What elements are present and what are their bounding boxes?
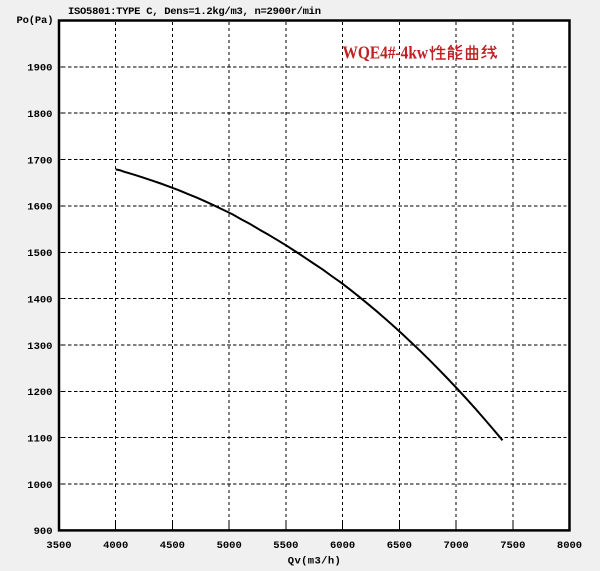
svg-text:4500: 4500 bbox=[160, 540, 185, 552]
svg-text:7000: 7000 bbox=[443, 540, 468, 552]
svg-text:WQE4#-4kw: WQE4#-4kw bbox=[343, 43, 429, 63]
svg-text:1300: 1300 bbox=[27, 341, 52, 353]
svg-text:ISO5801:TYPE C, Dens=1.2kg/m3,: ISO5801:TYPE C, Dens=1.2kg/m3, n=2900r/m… bbox=[68, 6, 321, 18]
svg-text:Qv(m3/h): Qv(m3/h) bbox=[288, 556, 341, 568]
svg-text:1900: 1900 bbox=[27, 63, 52, 75]
svg-text:900: 900 bbox=[34, 526, 53, 538]
svg-text:6000: 6000 bbox=[330, 540, 355, 552]
svg-text:1600: 1600 bbox=[27, 202, 52, 214]
svg-text:5500: 5500 bbox=[273, 540, 298, 552]
svg-text:1700: 1700 bbox=[27, 155, 52, 167]
svg-text:8000: 8000 bbox=[557, 540, 582, 552]
svg-text:1800: 1800 bbox=[27, 109, 52, 121]
svg-text:1500: 1500 bbox=[27, 248, 52, 260]
svg-text:3500: 3500 bbox=[46, 540, 71, 552]
svg-text:1100: 1100 bbox=[27, 434, 52, 446]
svg-text:6500: 6500 bbox=[387, 540, 412, 552]
svg-text:1200: 1200 bbox=[27, 387, 52, 399]
svg-text:1400: 1400 bbox=[27, 294, 52, 306]
svg-text:5000: 5000 bbox=[217, 540, 242, 552]
svg-text:7500: 7500 bbox=[500, 540, 525, 552]
svg-text:Po(Pa): Po(Pa) bbox=[17, 15, 54, 27]
svg-text:1000: 1000 bbox=[27, 480, 52, 492]
svg-text:4000: 4000 bbox=[103, 540, 128, 552]
